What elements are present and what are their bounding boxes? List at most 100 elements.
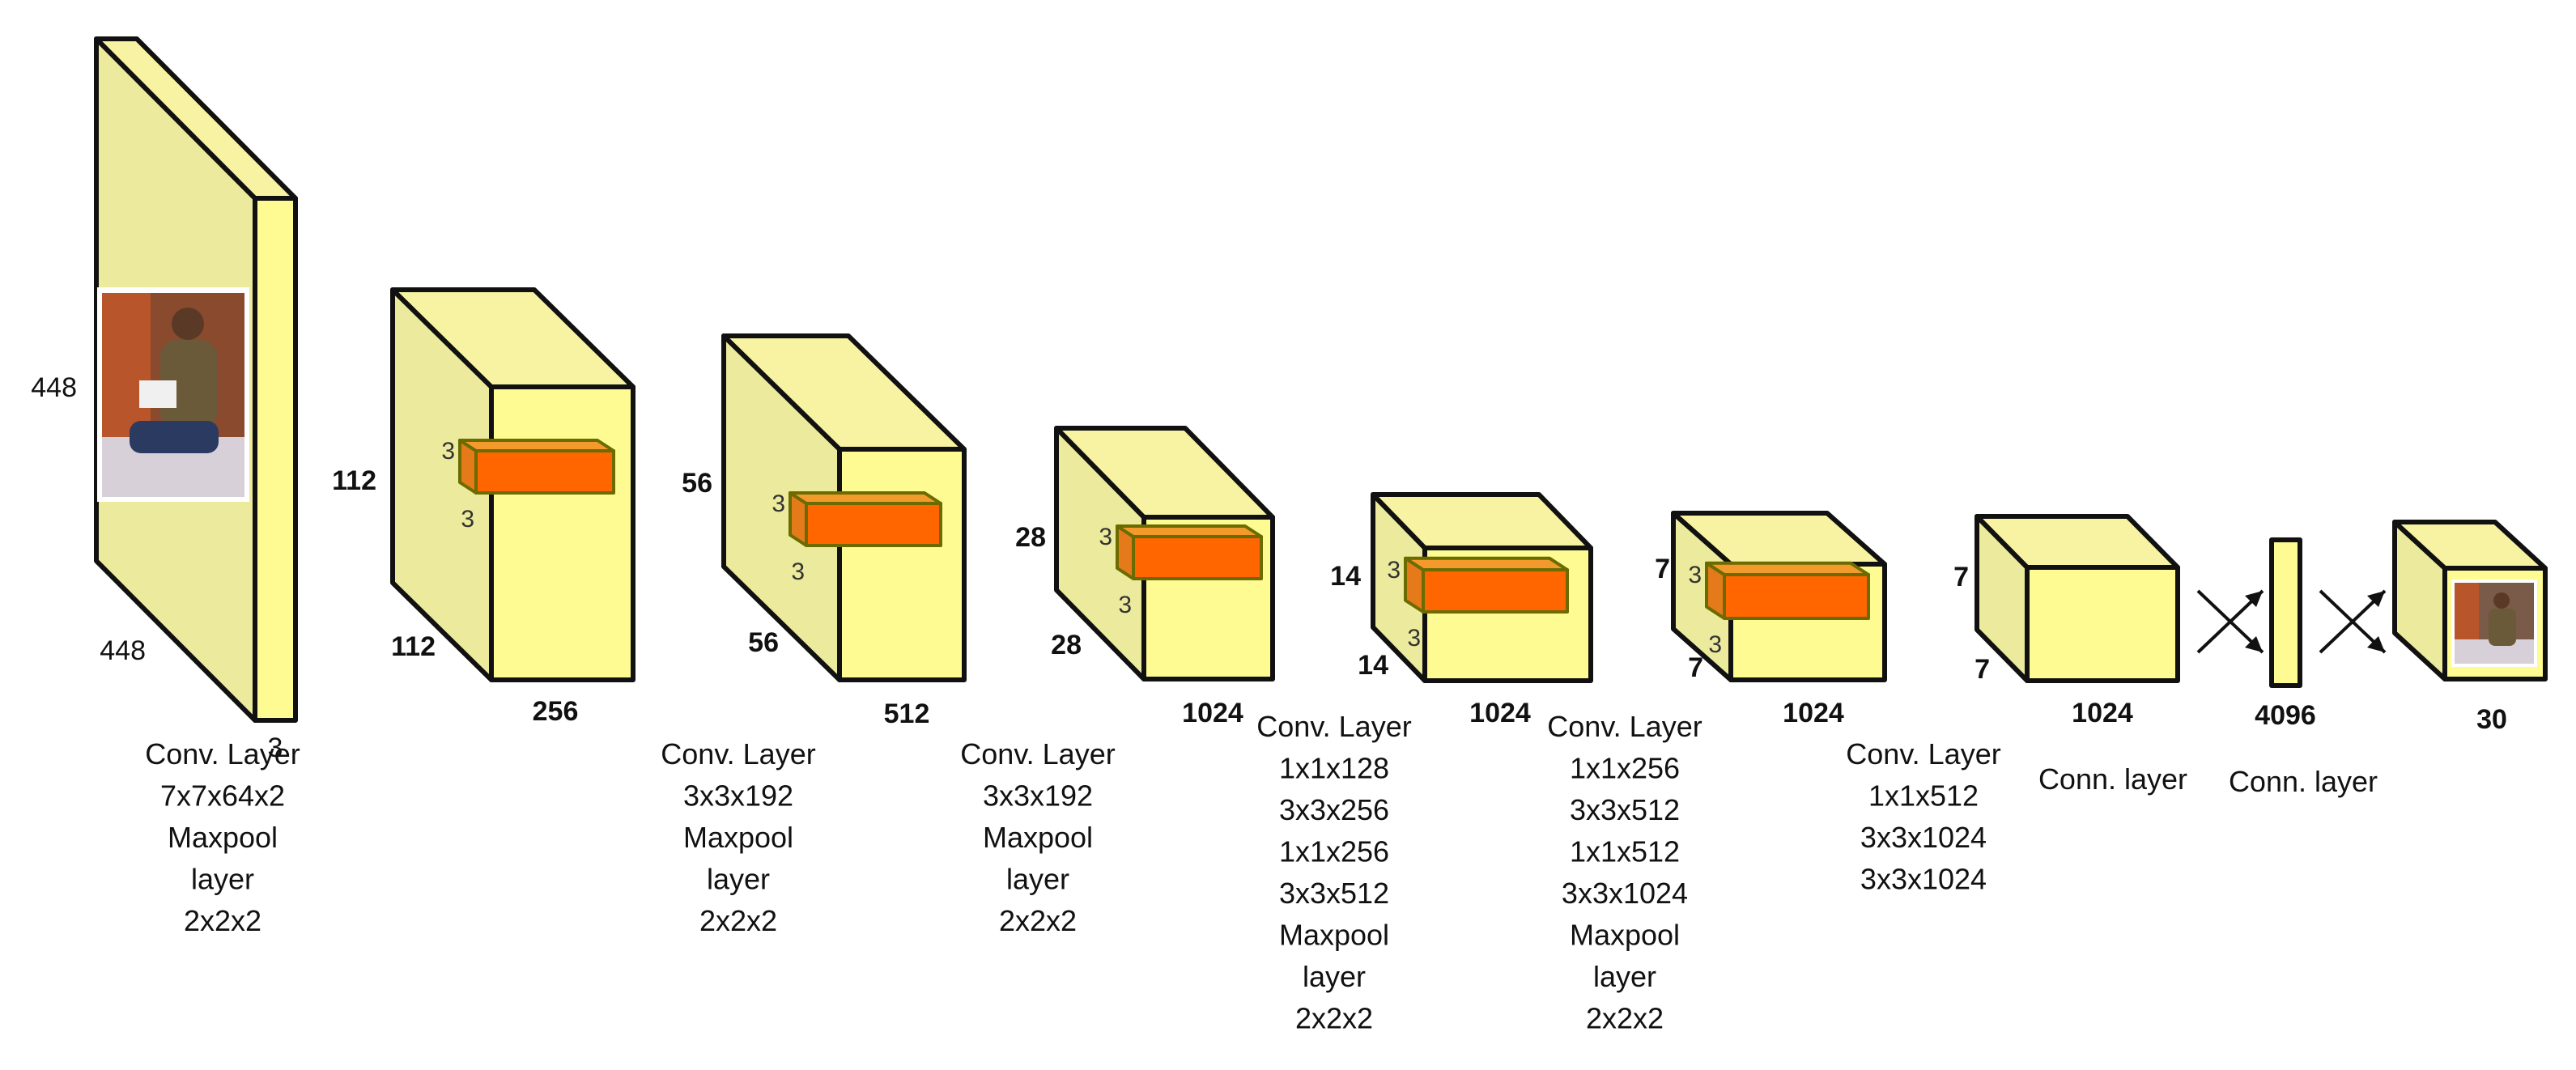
layer-description-8: Conn. layer [2229, 765, 2378, 798]
input-width-label: 448 [100, 635, 146, 666]
description-line: Maxpool [983, 821, 1093, 854]
description-line: 3x3x1024 [1562, 877, 1688, 910]
kernel-height-label: 3 [441, 438, 455, 465]
volume-depth-label: 1024 [1182, 698, 1243, 728]
kernel-height-label: 3 [1387, 557, 1401, 584]
description-line: 1x1x256 [1279, 835, 1389, 868]
kernel-width-label: 3 [1708, 631, 1722, 658]
description-line: 2x2x2 [699, 904, 777, 937]
description-line: 2x2x2 [184, 904, 261, 937]
kernel-width-label: 3 [791, 558, 805, 585]
input-layer: 448 448 3 [31, 36, 298, 763]
fc-size-label: 4096 [2255, 700, 2316, 731]
volume-depth-label: 1024 [2072, 698, 2133, 728]
layer-description-7: Conn. layer [2038, 762, 2187, 796]
kernel-2-front-face [805, 502, 942, 547]
arrowhead-icon [2367, 591, 2385, 607]
description-line: layer [1303, 960, 1366, 993]
input-height-label: 448 [31, 372, 77, 403]
description-line: Conn. layer [2038, 762, 2187, 796]
layer-description-5: Conv. Layer 1x1x256 3x3x512 1x1x512 3x3x1024… [1547, 710, 1702, 1035]
output-size-label: 30 [2476, 704, 2507, 735]
layer-description-6: Conv. Layer 1x1x512 3x3x1024 3x3x1024 [1846, 737, 2000, 896]
kernel-width-label: 3 [461, 506, 474, 533]
kernel-width-label: 3 [1407, 625, 1421, 652]
description-line: 3x3x1024 [1860, 863, 1987, 896]
volume-height-label: 7 [1655, 554, 1670, 584]
volume-width-label: 14 [1358, 650, 1388, 681]
description-line: 1x1x128 [1279, 752, 1389, 785]
volume-height-label: 56 [682, 468, 712, 499]
description-line: layer [1006, 863, 1069, 896]
kernel-block-4: 33 [1387, 556, 1569, 652]
kernel-4-front-face [1422, 568, 1569, 614]
description-line: 7x7x64x2 [160, 779, 285, 813]
kernel-5-top-face [1705, 561, 1870, 576]
fc-layer-4096: 4096 [2255, 537, 2316, 731]
volume-width-label: 7 [1975, 654, 1990, 685]
kernel-height-label: 3 [1688, 562, 1702, 588]
description-line: 3x3x512 [1570, 793, 1680, 826]
description-line: layer [191, 863, 254, 896]
description-line: Maxpool [1570, 919, 1680, 952]
description-line: 3x3x192 [983, 779, 1093, 813]
volume-depth-label: 512 [884, 698, 930, 729]
kernel-block-2: 33 [772, 490, 942, 585]
description-line: Conv. Layer [145, 737, 300, 771]
volume-width-label: 28 [1051, 630, 1082, 660]
kernel-height-label: 3 [1099, 524, 1112, 550]
layer-description-3: Conv. Layer 3x3x192 Maxpool layer 2x2x2 [960, 737, 1115, 937]
description-line: 1x1x256 [1570, 752, 1680, 785]
description-line: Conv. Layer [960, 737, 1115, 771]
kernel-3-front-face [1132, 535, 1263, 580]
person-photo-thumbnail-icon [2451, 580, 2537, 667]
volume-6-front-face [2025, 565, 2180, 683]
kernel-block-1: 33 [441, 438, 615, 533]
volume-depth-label: 256 [533, 696, 579, 727]
volume-2-front-face [837, 447, 967, 682]
description-line: Maxpool [168, 821, 278, 854]
description-line: 3x3x1024 [1860, 821, 1987, 854]
kernel-5-front-face [1723, 573, 1870, 620]
layer-description-4: Conv. Layer 1x1x128 3x3x256 1x1x256 3x3x512 M… [1256, 710, 1411, 1035]
description-line: 3x3x512 [1279, 877, 1389, 910]
volume-width-label: 56 [748, 627, 779, 658]
description-line: 2x2x2 [999, 904, 1077, 937]
description-line: Conv. Layer [661, 737, 815, 771]
volume-width-label: 112 [391, 631, 436, 662]
arrowhead-icon [2245, 636, 2263, 652]
description-line: 1x1x512 [1570, 835, 1680, 868]
description-line: Conv. Layer [1846, 737, 2000, 771]
volume-height-label: 7 [1953, 562, 1969, 592]
volume-width-label: 7 [1688, 652, 1703, 683]
kernel-4-top-face [1404, 556, 1569, 571]
fc-vector [2269, 537, 2302, 688]
description-line: Conv. Layer [1547, 710, 1702, 743]
description-line: layer [1593, 960, 1656, 993]
description-line: Conn. layer [2229, 765, 2378, 798]
fc-connection-arrows-2 [2319, 589, 2387, 654]
description-line: Conv. Layer [1256, 710, 1411, 743]
volume-depth-label: 1024 [1469, 698, 1531, 728]
person-photo-icon [97, 287, 249, 502]
description-line: layer [707, 863, 770, 896]
layer-description-2: Conv. Layer 3x3x192 Maxpool layer 2x2x2 [661, 737, 815, 937]
description-line: 2x2x2 [1586, 1002, 1664, 1035]
volume-depth-label: 1024 [1783, 698, 1844, 728]
volume-height-label: 28 [1015, 522, 1046, 553]
arrowhead-icon [2245, 591, 2263, 607]
layer-description-1: Conv. Layer 7x7x64x2 Maxpool layer 2x2x2 [145, 737, 300, 937]
volume-height-label: 112 [332, 465, 376, 496]
conv-volume-6: 7 7 1024 [1953, 514, 2180, 728]
kernel-height-label: 3 [772, 490, 785, 517]
output-layer: 30 [2392, 520, 2548, 735]
kernel-block-5: 33 [1688, 561, 1870, 658]
description-line: 3x3x192 [683, 779, 793, 813]
kernel-1-front-face [474, 449, 615, 495]
volume-1-front-face [489, 384, 635, 682]
arrowhead-icon [2367, 636, 2385, 652]
